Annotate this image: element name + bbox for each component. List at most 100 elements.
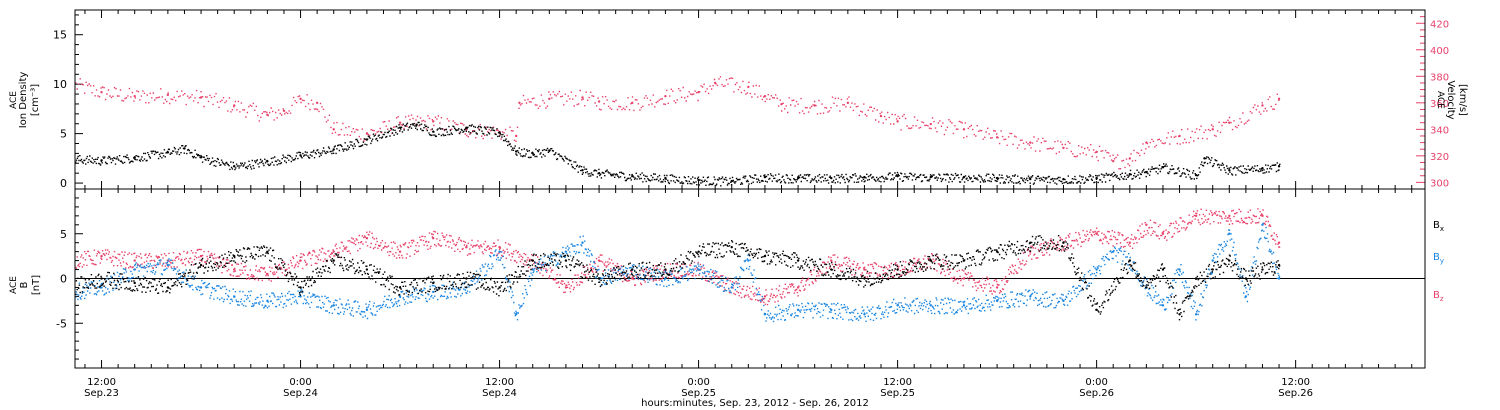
series-by-point: [398, 295, 402, 298]
panel2-frame: [74, 188, 1426, 369]
series-velocity-point: [1211, 128, 1214, 131]
series-by-point: [233, 295, 236, 298]
series-ion-density-point: [415, 123, 418, 126]
series-by-point: [266, 299, 269, 303]
series-by-point: [332, 304, 335, 307]
series-bz-point: [763, 295, 767, 298]
density-axis-title: Ion Density: [18, 72, 29, 129]
series-bx-point: [763, 254, 767, 258]
b-axis-title: [nT]: [31, 275, 42, 295]
series-ion-density-point: [581, 169, 584, 172]
series-velocity-point: [548, 97, 551, 101]
series-ion-density: [75, 121, 1281, 187]
series-bx-point: [1261, 268, 1264, 271]
series-bz-point: [796, 286, 800, 289]
series-ion-density-point: [995, 176, 999, 180]
series-ion-density-point: [166, 151, 170, 154]
series-ion-density-point: [863, 175, 866, 179]
series-by-point: [199, 286, 203, 289]
series-by-point: [1211, 259, 1214, 262]
series-velocity-point: [233, 104, 236, 107]
series-by-point: [1194, 313, 1198, 316]
series-velocity-points: [75, 76, 1280, 170]
series-velocity-point: [1145, 141, 1148, 144]
series-velocity-point: [631, 101, 634, 105]
series-velocity-point: [1112, 159, 1115, 163]
series-velocity-point: [1128, 157, 1131, 160]
series-velocity-point: [747, 85, 750, 89]
series-velocity-point: [697, 91, 700, 94]
legend-by: By: [1433, 252, 1444, 265]
series-bz-point: [863, 268, 866, 271]
series-velocity-point: [713, 81, 717, 85]
series-bx-point: [1178, 313, 1181, 316]
series-bz-point: [962, 277, 966, 280]
series-ion-density-point: [597, 171, 601, 175]
velocity-tick-label: 300: [1430, 178, 1449, 189]
series-by-point: [830, 308, 833, 312]
series-velocity-point: [299, 97, 302, 101]
series-by-point: [1244, 295, 1248, 298]
series-ion-density-point: [498, 131, 501, 134]
series-bx-point: [863, 277, 866, 280]
series-velocity-point: [1095, 150, 1098, 154]
series-ion-density-point: [664, 176, 667, 180]
series-bx-point: [1211, 268, 1214, 271]
series-bz-point: [995, 286, 999, 289]
series-bx-point: [962, 259, 966, 262]
series-by-point: [1029, 295, 1032, 298]
series-by-point: [514, 313, 518, 316]
x-axis-title: hours:minutes, Sep. 23, 2012 - Sep. 26, …: [641, 398, 869, 409]
series-velocity-point: [896, 120, 899, 123]
series-bx-point: [498, 286, 501, 289]
series-bx-point: [1277, 263, 1281, 267]
series-by-point: [796, 308, 800, 312]
series-bz-point: [266, 272, 269, 276]
series-velocity-point: [879, 114, 883, 118]
series-bx-point: [299, 286, 302, 289]
series-bz-points: [75, 208, 1281, 306]
series-ion-density-point: [266, 160, 269, 163]
series-by-point: [896, 304, 899, 307]
series-ion-density-point: [1277, 165, 1281, 168]
series-ion-density-point: [631, 174, 634, 178]
x-tick-label: 0:00: [289, 377, 311, 388]
series-ion-density-point: [697, 178, 700, 182]
series-by-point: [730, 286, 733, 289]
series-ion-density-point: [465, 126, 468, 129]
series-velocity-point: [995, 136, 999, 139]
series-bx-point: [166, 286, 170, 289]
series-by-point: [581, 241, 584, 244]
series-velocity-point: [100, 91, 103, 94]
series-bx-point: [631, 268, 634, 271]
series-bx-point: [1145, 286, 1148, 289]
series-bx-point: [233, 254, 236, 258]
series-bx-point: [664, 268, 667, 271]
series-ion-density-point: [548, 149, 551, 152]
series-bx-point: [465, 277, 468, 280]
series-by-point: [166, 263, 170, 267]
series-bx-point: [432, 281, 435, 285]
density-axis-title: ACE: [9, 91, 19, 109]
series-velocity-point: [581, 96, 584, 99]
x-tick-label: 12:00: [1281, 377, 1310, 388]
series-ion-density-point: [531, 152, 534, 155]
x-tick-label: 12:00: [87, 377, 116, 388]
data-series: [75, 76, 1281, 323]
series-by-point: [763, 313, 767, 316]
x-tick-date: Sep.25: [681, 388, 716, 399]
series-by-point: [1277, 277, 1281, 280]
series-ion-density-point: [183, 147, 186, 150]
density-tick-label: 10: [53, 78, 67, 91]
series-ion-density-point: [1145, 170, 1148, 174]
series-by-point: [1062, 299, 1065, 303]
series-bz: [75, 208, 1281, 306]
x-tick-label: 0:00: [687, 377, 709, 388]
series-velocity-point: [315, 101, 319, 105]
series-by-point: [133, 268, 136, 271]
series-bz-point: [133, 259, 136, 262]
density-axis-title: [cm⁻³]: [30, 84, 41, 116]
panel-frames: [74, 9, 1426, 369]
series-bz-point: [830, 259, 833, 262]
